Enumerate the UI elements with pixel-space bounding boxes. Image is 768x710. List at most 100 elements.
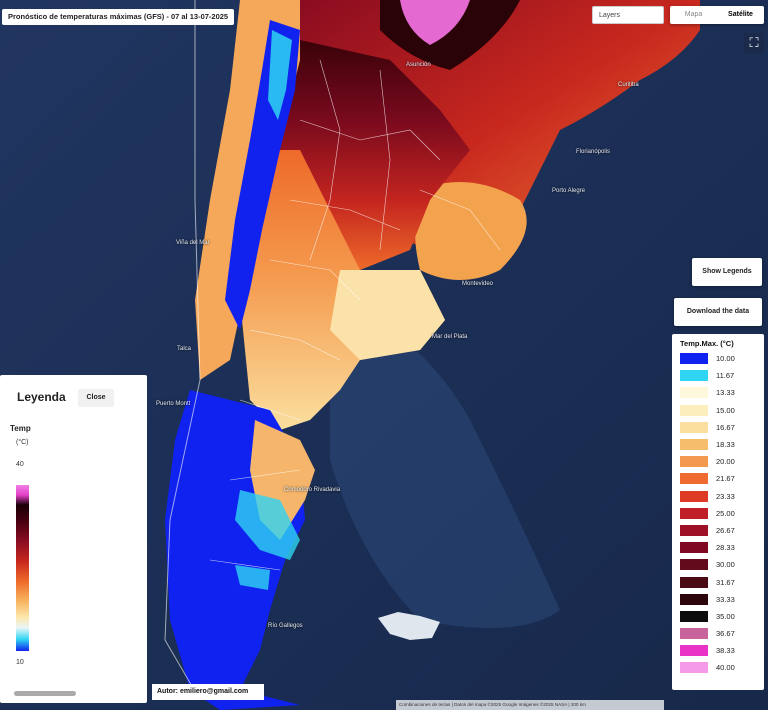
legend-item: 40.00 (672, 659, 764, 676)
legend-item-label: 33.33 (716, 594, 735, 604)
legend-item-label: 10.00 (716, 354, 735, 364)
legend-swatch (680, 507, 708, 519)
legend-max-value: 40 (16, 461, 24, 468)
map-type-satellite-option[interactable]: Satélite (728, 11, 753, 18)
legend-item: 30.00 (672, 556, 764, 573)
legend-swatch (680, 593, 708, 605)
legend-item-label: 15.00 (716, 405, 735, 415)
legend-item: 31.67 (672, 573, 764, 590)
legend-item: 36.67 (672, 625, 764, 642)
legend-header: Leyenda (17, 390, 66, 404)
place-label-mar-del-plata: Mar del Plata (432, 334, 468, 340)
place-label-talca: Talca (177, 346, 192, 352)
legend-item-label: 18.33 (716, 440, 735, 450)
patagonia-cyan-patch (235, 490, 300, 560)
legend-swatch (680, 439, 708, 451)
place-label-rio-gallegos: Río Gallegos (268, 623, 303, 629)
legend-item: 33.33 (672, 591, 764, 608)
legend-swatch (680, 662, 708, 674)
buenos-aires-region (330, 270, 445, 360)
legend-item: 13.33 (672, 384, 764, 401)
horizontal-scrollbar[interactable] (14, 691, 76, 696)
legend-item: 18.33 (672, 436, 764, 453)
legend-item: 11.67 (672, 367, 764, 384)
legend-swatch (680, 576, 708, 588)
map-type-control[interactable]: Mapa Satélite (670, 6, 764, 24)
legend-item-label: 16.67 (716, 422, 735, 432)
legend-unit: (°C) (16, 439, 29, 446)
legend-item-label: 28.33 (716, 543, 735, 553)
legend-swatch (680, 387, 708, 399)
place-label-villa-del-mar: Viña del Mar (176, 240, 210, 246)
legend-variable-label: Temp (10, 424, 31, 433)
legend-swatch (680, 490, 708, 502)
legend-item-label: 11.67 (716, 371, 735, 381)
legend-item-label: 38.33 (716, 646, 735, 656)
legend-item-label: 26.67 (716, 525, 735, 535)
place-label-asuncion: Asunción (406, 62, 431, 68)
legend-swatch (680, 370, 708, 382)
legend-item: 10.00 (672, 350, 764, 367)
legend-swatch (680, 645, 708, 657)
chile-argentina-border (164, 0, 201, 701)
legend-item: 35.00 (672, 608, 764, 625)
legend-swatch (680, 628, 708, 640)
show-legend-button[interactable]: Show Legends (692, 258, 762, 286)
map-attribution: Combinaciones de teclas | Datos del mapa… (396, 700, 664, 710)
legend-item: 38.33 (672, 642, 764, 659)
left-legend-panel: Leyenda Close Temp (°C) 40 10 (0, 375, 147, 703)
author-credit: Autor: emiliero@gmail.com (152, 684, 264, 700)
legend-item-label: 36.67 (716, 629, 735, 639)
uruguay-region (415, 182, 527, 280)
legend-item-label: 40.00 (716, 663, 735, 673)
legend-item-label: 13.33 (716, 388, 735, 398)
legend-item: 25.00 (672, 505, 764, 522)
andes-cyan-band (268, 30, 292, 120)
legend-rows: 10.00 11.67 13.33 15.00 16.67 18.33 20.00 21.67… (672, 350, 764, 677)
legend-item-label: 23.33 (716, 491, 735, 501)
legend-swatch (680, 524, 708, 536)
falkland-islands (378, 612, 440, 640)
place-label-comodoro: Comodoro Rivadavia (284, 487, 341, 493)
place-label-curitiba: Curitiba (618, 82, 639, 88)
place-label-puerto-montt: Puerto Montt (156, 401, 191, 407)
legend-item-label: 35.00 (716, 611, 735, 621)
legend-item: 23.33 (672, 488, 764, 505)
download-data-button[interactable]: Download the data (674, 298, 762, 326)
layers-select[interactable]: Layers (592, 6, 664, 24)
legend-swatch (680, 353, 708, 365)
legend-item-label: 31.67 (716, 577, 735, 587)
legend-item: 16.67 (672, 419, 764, 436)
continental-shelf (330, 300, 560, 628)
legend-swatch (680, 542, 708, 554)
legend-item-label: 30.00 (716, 560, 735, 570)
legend-swatch (680, 559, 708, 571)
legend-item: 21.67 (672, 470, 764, 487)
close-legend-button[interactable]: Close (78, 389, 114, 407)
legend-item: 26.67 (672, 522, 764, 539)
legend-title: Temp.Max. (°C) (680, 339, 734, 348)
legend-item-label: 25.00 (716, 508, 735, 518)
map-type-map-option[interactable]: Mapa (684, 11, 703, 18)
legend-item: 28.33 (672, 539, 764, 556)
temperature-legend: Temp.Max. (°C) 10.00 11.67 13.33 15.00 16.67… (672, 334, 764, 690)
province-borders (209, 59, 501, 571)
legend-item: 15.00 (672, 402, 764, 419)
legend-min-value: 10 (16, 659, 24, 666)
legend-item-label: 21.67 (716, 474, 735, 484)
place-label-porto-alegre: Porto Alegre (552, 188, 586, 194)
legend-swatch (680, 473, 708, 485)
legend-swatch (680, 610, 708, 622)
map-title: Pronóstico de temperaturas máximas (GFS)… (2, 9, 235, 25)
fullscreen-icon[interactable]: ⛶ (744, 33, 764, 53)
place-label-montevideo: Montevideo (462, 281, 494, 287)
legend-swatch (680, 404, 708, 416)
extreme-heat-region (400, 0, 470, 45)
patagonia-cyan-patch-south (235, 565, 270, 590)
legend-color-bar (16, 485, 29, 651)
legend-item: 20.00 (672, 453, 764, 470)
legend-item-label: 20.00 (716, 457, 735, 467)
legend-swatch (680, 456, 708, 468)
place-label-florianopolis: Florianópolis (576, 149, 611, 155)
